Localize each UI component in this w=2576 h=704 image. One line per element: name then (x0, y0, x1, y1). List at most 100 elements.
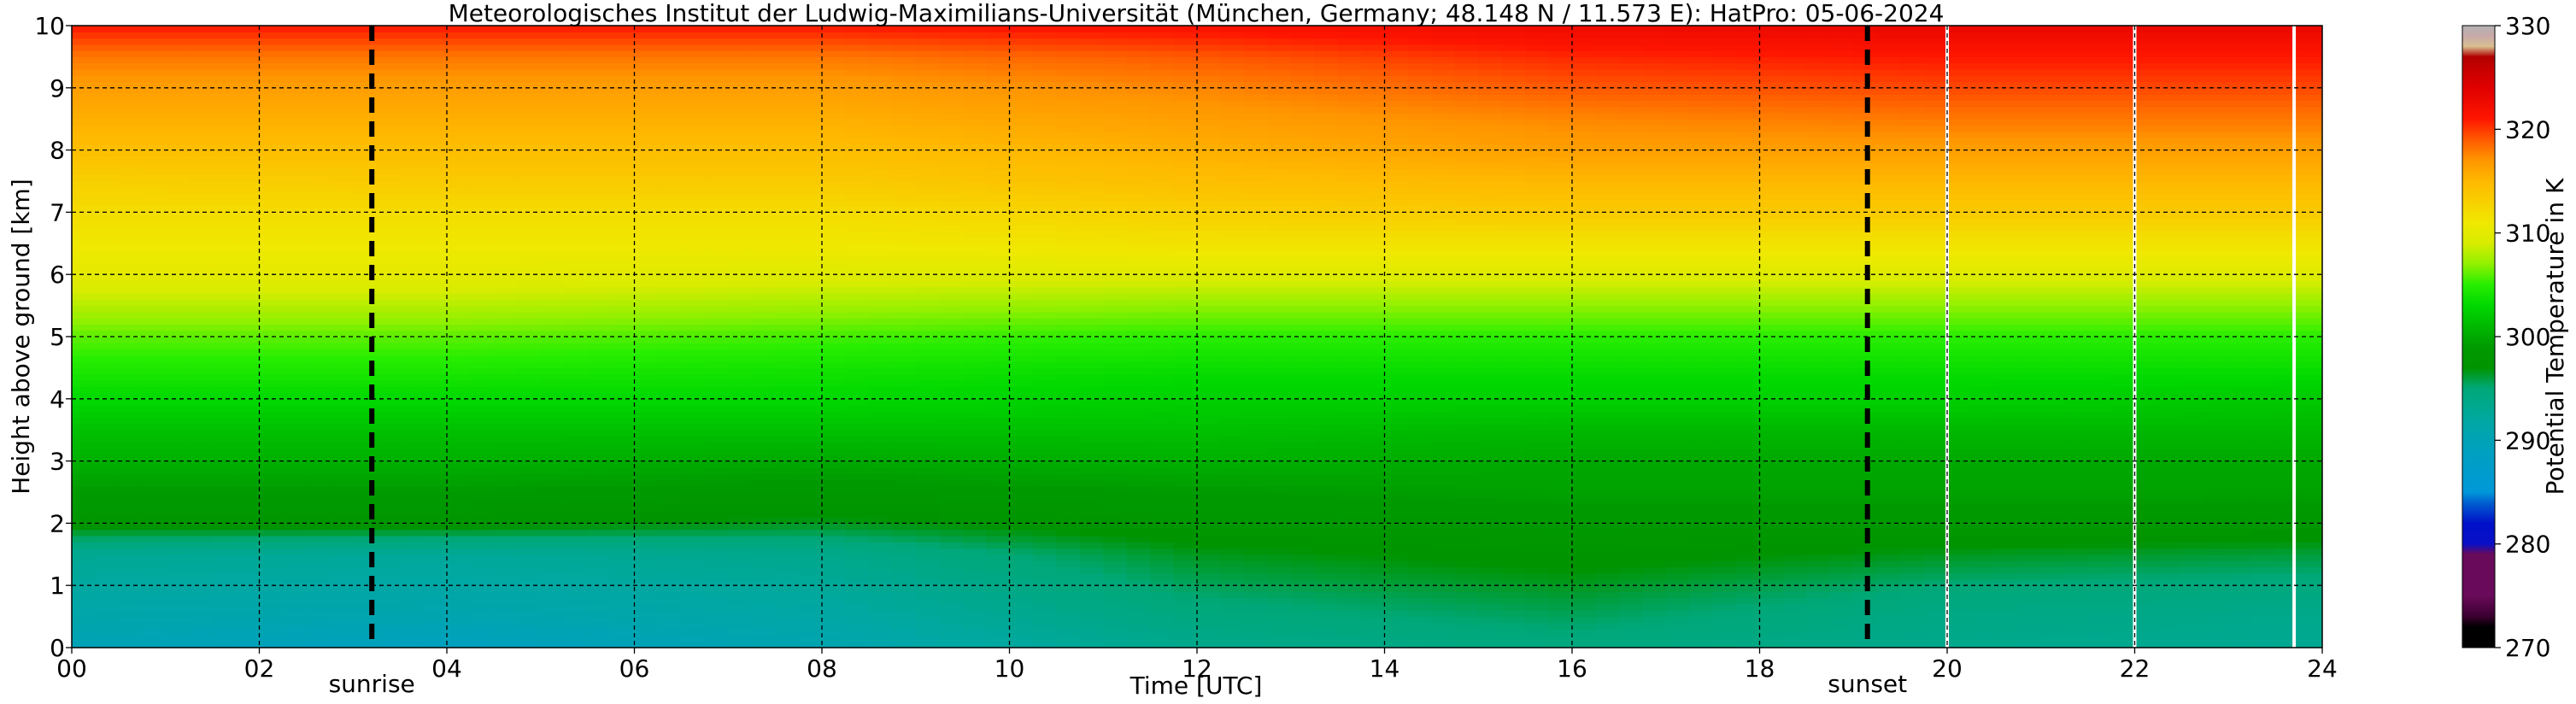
heatmap-cell (470, 591, 495, 599)
heatmap-cell (517, 255, 542, 263)
heatmap-cell (1150, 206, 1175, 213)
heatmap-cell (447, 138, 472, 144)
heatmap-cell (1150, 510, 1175, 518)
heatmap-cell (142, 274, 167, 282)
heatmap-cell (657, 504, 682, 512)
heatmap-cell (353, 150, 378, 157)
heatmap-cell (681, 311, 706, 319)
heatmap-cell (306, 237, 331, 244)
heatmap-cell (142, 367, 167, 375)
heatmap-cell (939, 449, 964, 455)
heatmap-cell (868, 237, 893, 244)
heatmap-cell (282, 280, 307, 288)
heatmap-cell (1173, 155, 1198, 163)
heatmap-cell (681, 572, 706, 580)
heatmap-cell (657, 629, 682, 637)
heatmap-cell (493, 62, 518, 70)
heatmap-cell (540, 597, 565, 605)
heatmap-cell (564, 386, 589, 394)
heatmap-cell (447, 355, 472, 362)
heatmap-cell (915, 267, 940, 275)
heatmap-cell (236, 572, 261, 580)
heatmap-cell (564, 38, 589, 45)
heatmap-cell (540, 635, 565, 642)
heatmap-cell (868, 355, 893, 362)
heatmap-cell (962, 411, 987, 419)
heatmap-cell (95, 578, 120, 586)
heatmap-cell (704, 355, 729, 362)
heatmap-cell (470, 318, 495, 326)
heatmap-cell (681, 473, 706, 481)
heatmap-cell (1009, 466, 1034, 474)
heatmap-cell (212, 199, 237, 207)
heatmap-cell (189, 423, 214, 431)
heatmap-cell (142, 231, 167, 238)
heatmap-cell (306, 417, 331, 425)
heatmap-cell (329, 150, 354, 157)
heatmap-cell (868, 193, 893, 201)
heatmap-cell (939, 100, 964, 108)
heatmap-cell (681, 343, 706, 350)
heatmap-cell (798, 119, 823, 126)
heatmap-cell (915, 430, 940, 437)
heatmap-cell (306, 430, 331, 437)
heatmap-cell (728, 641, 753, 648)
heatmap-cell (845, 343, 870, 350)
heatmap-cell (493, 274, 518, 282)
heatmap-cell (751, 75, 776, 83)
heatmap-cell (611, 610, 636, 618)
heatmap-cell (306, 311, 331, 319)
heatmap-cell (72, 62, 97, 70)
heatmap-cell (751, 261, 776, 269)
heatmap-cell (704, 174, 729, 182)
heatmap-cell (118, 94, 143, 101)
heatmap-cell (587, 430, 612, 437)
heatmap-cell (1197, 405, 1222, 412)
heatmap-cell (353, 517, 378, 524)
heatmap-cell (400, 299, 425, 307)
heatmap-cell (587, 386, 612, 394)
heatmap-cell (1032, 430, 1057, 437)
heatmap-cell (72, 299, 97, 307)
heatmap-cell (915, 81, 940, 89)
heatmap-cell (493, 330, 518, 337)
heatmap-cell (1126, 398, 1151, 406)
heatmap-cell (939, 349, 964, 356)
heatmap-cell (306, 62, 331, 70)
heatmap-cell (329, 131, 354, 138)
heatmap-cell (376, 199, 401, 207)
heatmap-cell (493, 26, 518, 32)
heatmap-cell (236, 267, 261, 275)
heatmap-cell (189, 261, 214, 269)
heatmap-cell (493, 206, 518, 213)
heatmap-cell (165, 373, 190, 381)
heatmap-cell (282, 237, 307, 244)
heatmap-cell (1009, 255, 1034, 263)
heatmap-cell (470, 299, 495, 307)
heatmap-cell (704, 417, 729, 425)
heatmap-cell (1009, 367, 1034, 375)
heatmap-cell (1150, 38, 1175, 45)
heatmap-cell (72, 125, 97, 132)
heatmap-cell (1056, 255, 1081, 263)
heatmap-cell (95, 461, 120, 468)
heatmap-cell (728, 119, 753, 126)
heatmap-cell (845, 56, 870, 64)
heatmap-cell (892, 44, 917, 51)
heatmap-cell (845, 379, 870, 387)
heatmap-cell (939, 616, 964, 624)
heatmap-cell (915, 56, 940, 64)
heatmap-cell (493, 361, 518, 368)
heatmap-cell (1103, 597, 1128, 605)
heatmap-cell (986, 112, 1011, 120)
heatmap-cell (822, 635, 847, 642)
heatmap-cell (611, 479, 636, 487)
heatmap-cell (775, 231, 800, 238)
heatmap-cell (517, 417, 542, 425)
heatmap-cell (306, 174, 331, 182)
heatmap-cell (259, 299, 284, 307)
heatmap-cell (587, 442, 612, 449)
heatmap-cell (189, 75, 214, 83)
heatmap-cell (634, 610, 659, 618)
heatmap-cell (822, 355, 847, 362)
